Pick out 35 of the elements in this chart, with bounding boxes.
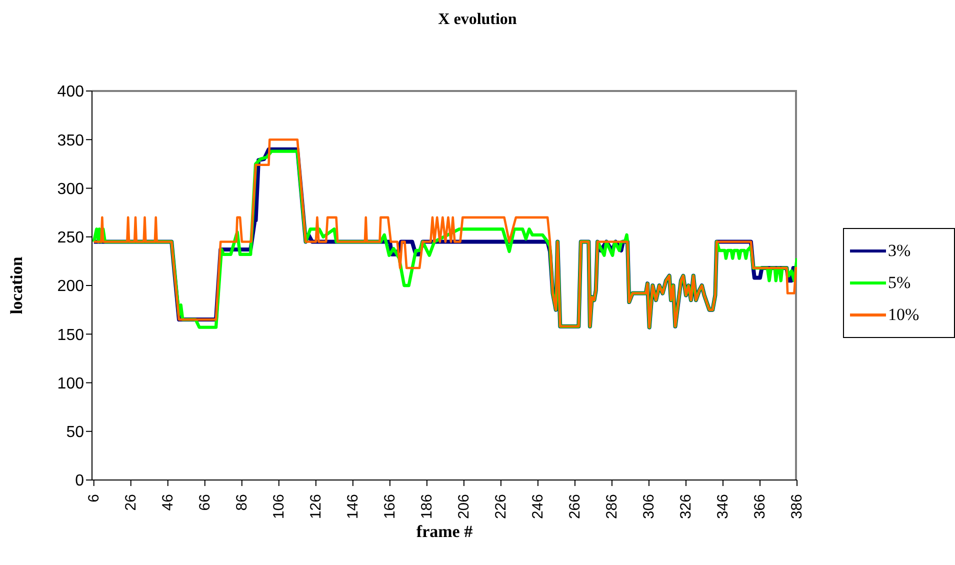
legend-label: 3% — [888, 240, 911, 260]
legend-label: 5% — [888, 272, 911, 292]
x-tick-label: 206 — [455, 494, 472, 520]
x-tick-label: 186 — [418, 494, 436, 520]
x-tick-label: 106 — [270, 494, 288, 520]
y-axis-title: location — [7, 256, 26, 314]
x-tick-label: 146 — [344, 494, 362, 520]
x-tick-label: 26 — [122, 494, 140, 511]
y-tick-label: 100 — [57, 375, 84, 392]
x-tick-label: 366 — [751, 494, 768, 520]
y-tick-label: 300 — [57, 180, 84, 198]
x-tick-label: 226 — [492, 494, 510, 520]
x-tick-label: 246 — [529, 494, 546, 520]
y-tick-label: 350 — [57, 132, 84, 150]
x-tick-label: 126 — [307, 494, 324, 520]
x-tick-label: 326 — [677, 494, 694, 520]
x-tick-label: 66 — [196, 494, 214, 511]
legend-label: 10% — [888, 304, 920, 324]
x-tick-label: 6 — [85, 494, 102, 502]
x-tick-label: 386 — [788, 494, 806, 520]
x-tick-label: 166 — [381, 494, 398, 520]
x-tick-label: 306 — [640, 494, 658, 520]
y-tick-label: 400 — [57, 84, 84, 101]
x-tick-label: 46 — [159, 494, 176, 511]
y-tick-label: 200 — [57, 278, 84, 296]
x-tick-label: 346 — [714, 494, 732, 520]
y-tick-label: 0 — [75, 472, 84, 490]
chart-title: X evolution — [437, 11, 518, 29]
x-tick-label: 266 — [566, 494, 584, 520]
y-tick-label: 150 — [57, 326, 84, 344]
x-tick-label: 86 — [233, 494, 250, 511]
y-tick-label: 50 — [66, 424, 84, 442]
x-tick-label: 286 — [603, 494, 620, 520]
x-axis-title: frame # — [416, 522, 474, 541]
y-tick-label: 250 — [57, 230, 84, 247]
